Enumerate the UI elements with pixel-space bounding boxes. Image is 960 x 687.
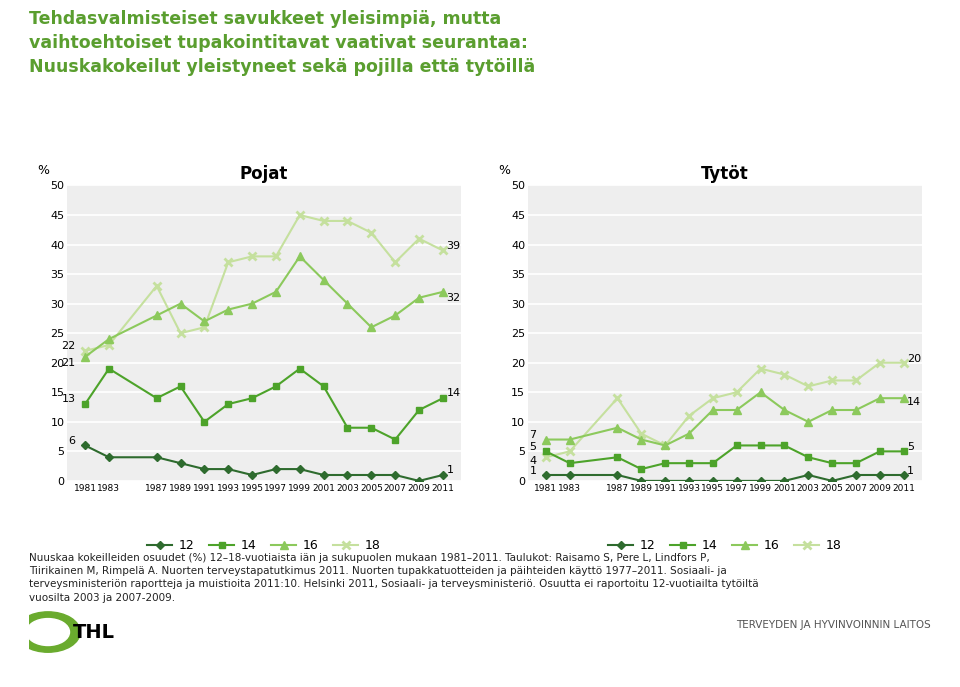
Text: 13: 13 (61, 394, 76, 405)
Text: TERVEYDEN JA HYVINVOINNIN LAITOS: TERVEYDEN JA HYVINVOINNIN LAITOS (736, 620, 931, 630)
Text: 39: 39 (446, 240, 461, 251)
Title: Tytöt: Tytöt (701, 165, 749, 183)
Text: Nuuskaa kokeilleiden osuudet (%) 12–18-vuotiaista iän ja sukupuolen mukaan 1981–: Nuuskaa kokeilleiden osuudet (%) 12–18-v… (29, 553, 758, 602)
Text: 32: 32 (446, 293, 461, 303)
Text: 4: 4 (529, 456, 537, 466)
Text: 1: 1 (907, 466, 914, 476)
Text: 14: 14 (907, 397, 922, 407)
Text: 21: 21 (61, 358, 76, 368)
Legend: 12, 14, 16, 18: 12, 14, 16, 18 (142, 534, 386, 557)
Text: www.thl.fi/tupakka: www.thl.fi/tupakka (421, 662, 539, 675)
Text: 5: 5 (907, 442, 914, 452)
Text: 7: 7 (529, 430, 537, 440)
Text: 20: 20 (907, 354, 922, 363)
Circle shape (27, 618, 69, 646)
Text: %: % (498, 164, 511, 177)
Circle shape (15, 612, 81, 652)
Text: 22: 22 (61, 341, 76, 351)
Title: Pojat: Pojat (240, 165, 288, 183)
Legend: 12, 14, 16, 18: 12, 14, 16, 18 (603, 534, 847, 557)
Text: 6: 6 (68, 436, 76, 446)
Text: %: % (37, 164, 50, 177)
Text: 9: 9 (924, 662, 931, 675)
Text: 5: 5 (529, 442, 537, 452)
Text: 1: 1 (529, 466, 537, 476)
Text: 1: 1 (446, 465, 453, 475)
Text: 19.9.2012: 19.9.2012 (29, 662, 92, 675)
Text: THL: THL (73, 622, 115, 642)
Text: 14: 14 (446, 388, 461, 398)
Text: Tehdasvalmisteiset savukkeet yleisimpiä, mutta
vaihtoehtoiset tupakointitavat va: Tehdasvalmisteiset savukkeet yleisimpiä,… (29, 10, 535, 76)
